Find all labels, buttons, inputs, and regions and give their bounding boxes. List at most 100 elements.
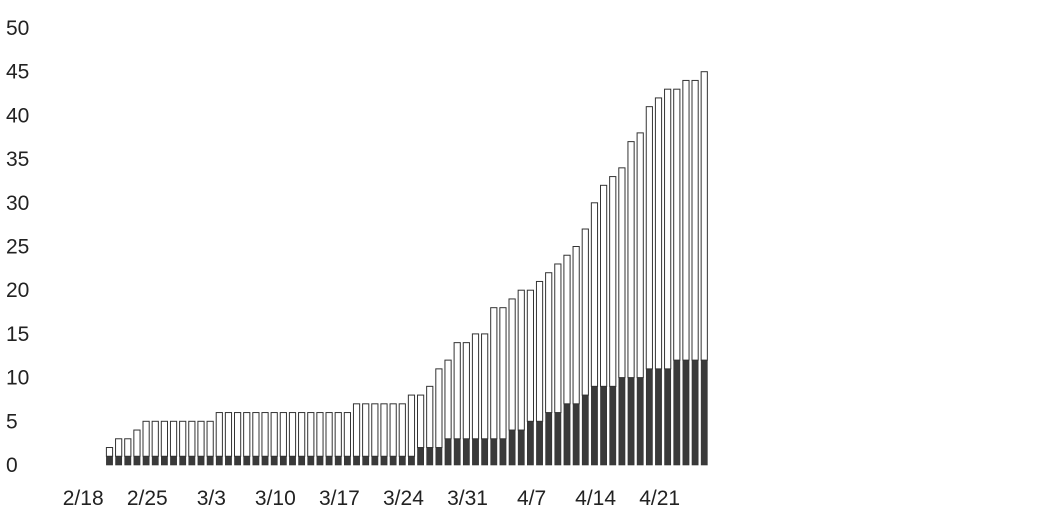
bar-segment-upper xyxy=(444,359,452,440)
bar-segment-lower xyxy=(536,420,543,466)
bar-segment-lower xyxy=(517,429,525,466)
bar-segment-upper xyxy=(206,420,214,457)
bar-segment-lower xyxy=(645,368,653,466)
bar-segment-upper xyxy=(609,176,617,387)
bar-segment-upper xyxy=(517,289,525,431)
y-tick-label: 45 xyxy=(6,61,29,84)
bar-segment-lower xyxy=(700,359,708,466)
bar-segment-lower xyxy=(316,455,324,466)
bar-segment-lower xyxy=(161,455,168,466)
bar-segment-upper xyxy=(352,403,361,457)
bar-segment-lower xyxy=(380,455,388,466)
bar-segment-lower xyxy=(106,455,113,466)
bar-segment-upper xyxy=(417,394,425,449)
bar-segment-upper xyxy=(307,412,315,457)
bar-segment-upper xyxy=(654,97,663,370)
bar-segment-lower xyxy=(298,455,306,466)
bar-segment-lower xyxy=(389,455,397,466)
bar-segment-lower xyxy=(362,455,370,466)
bars xyxy=(105,71,708,466)
bar-segment-upper xyxy=(426,385,434,449)
bar-segment-upper xyxy=(197,420,205,457)
x-tick-label: 3/24 xyxy=(383,487,424,510)
bar-segment-upper xyxy=(700,71,708,361)
bar-segment-upper xyxy=(398,403,406,457)
x-tick-label: 3/31 xyxy=(447,487,488,510)
bar-segment-lower xyxy=(225,455,232,466)
x-tick-label: 3/17 xyxy=(319,487,360,510)
y-tick-label: 50 xyxy=(6,17,29,40)
bar-segment-lower xyxy=(197,455,205,466)
bar-segment-upper xyxy=(691,79,699,361)
bar-segment-lower xyxy=(472,438,479,466)
bar-segment-lower xyxy=(618,377,626,466)
bar-segment-upper xyxy=(563,254,571,405)
bar-segment-lower xyxy=(261,455,269,466)
bar-segment-upper xyxy=(343,412,351,457)
bar-segment-upper xyxy=(288,412,297,457)
bar-segment-upper xyxy=(334,412,342,457)
bar-segment-lower xyxy=(682,359,690,466)
bar-segment-lower xyxy=(334,455,342,466)
bar-segment-lower xyxy=(545,412,553,466)
x-tick-label: 2/18 xyxy=(63,487,104,510)
bar-segment-upper xyxy=(590,202,599,387)
bar-segment-lower xyxy=(481,438,489,466)
bar-segment-upper xyxy=(581,228,589,396)
x-tick-label: 3/3 xyxy=(197,487,226,510)
bar-segment-upper xyxy=(471,333,480,440)
bar-segment-lower xyxy=(289,455,296,466)
bar-segment-lower xyxy=(563,403,571,466)
bar-segment-upper xyxy=(545,272,553,414)
bar-segment-lower xyxy=(206,455,214,466)
y-tick-label: 40 xyxy=(6,104,29,127)
bar-segment-lower xyxy=(307,455,315,466)
bar-segment-upper xyxy=(664,88,672,370)
y-tick-label: 25 xyxy=(6,236,29,259)
bar-segment-lower xyxy=(408,455,415,466)
bar-segment-lower xyxy=(462,438,470,466)
bar-segment-upper xyxy=(115,438,123,457)
x-tick-label: 2/25 xyxy=(127,487,168,510)
bar-segment-lower xyxy=(554,412,562,466)
bar-segment-lower xyxy=(115,455,123,466)
bar-segment-lower xyxy=(581,394,589,466)
bar-segment-lower xyxy=(444,438,452,466)
bar-segment-upper xyxy=(179,420,187,457)
bar-segment-lower xyxy=(252,455,260,466)
bar-segment-upper xyxy=(105,447,114,457)
bar-segment-lower xyxy=(426,447,434,466)
bar-segment-upper xyxy=(600,184,608,387)
bar-segment-upper xyxy=(298,412,306,457)
bar-segment-upper xyxy=(554,263,562,414)
bar-segment-lower xyxy=(627,377,635,466)
bar-segment-upper xyxy=(618,167,626,379)
bar-segment-upper xyxy=(499,307,507,440)
y-tick-label: 15 xyxy=(6,323,29,346)
x-tick-label: 4/14 xyxy=(575,487,616,510)
bar-segment-upper xyxy=(325,412,333,457)
bar-segment-lower xyxy=(526,420,534,466)
bar-segment-lower xyxy=(325,455,333,466)
bar-segment-upper xyxy=(316,412,324,457)
bar-segment-upper xyxy=(371,403,379,457)
bar-segment-upper xyxy=(151,420,159,457)
bar-segment-upper xyxy=(462,342,470,440)
bar-segment-lower xyxy=(490,438,498,466)
bar-segment-upper xyxy=(490,307,498,440)
bar-segment-lower xyxy=(133,455,141,466)
bar-segment-upper xyxy=(124,438,132,457)
bar-segment-upper xyxy=(453,342,461,440)
bar-segment-upper xyxy=(380,403,388,457)
bar-segment-upper xyxy=(572,246,580,405)
bar-segment-lower xyxy=(600,386,607,466)
bar-segment-lower xyxy=(572,403,580,466)
bar-segment-lower xyxy=(142,455,150,466)
bar-segment-lower xyxy=(371,455,379,466)
bar-segment-upper xyxy=(508,298,516,431)
bar-segment-lower xyxy=(188,455,196,466)
bar-segment-upper xyxy=(435,368,443,449)
bar-segment-lower xyxy=(179,455,187,466)
bar-segment-lower xyxy=(243,455,251,466)
